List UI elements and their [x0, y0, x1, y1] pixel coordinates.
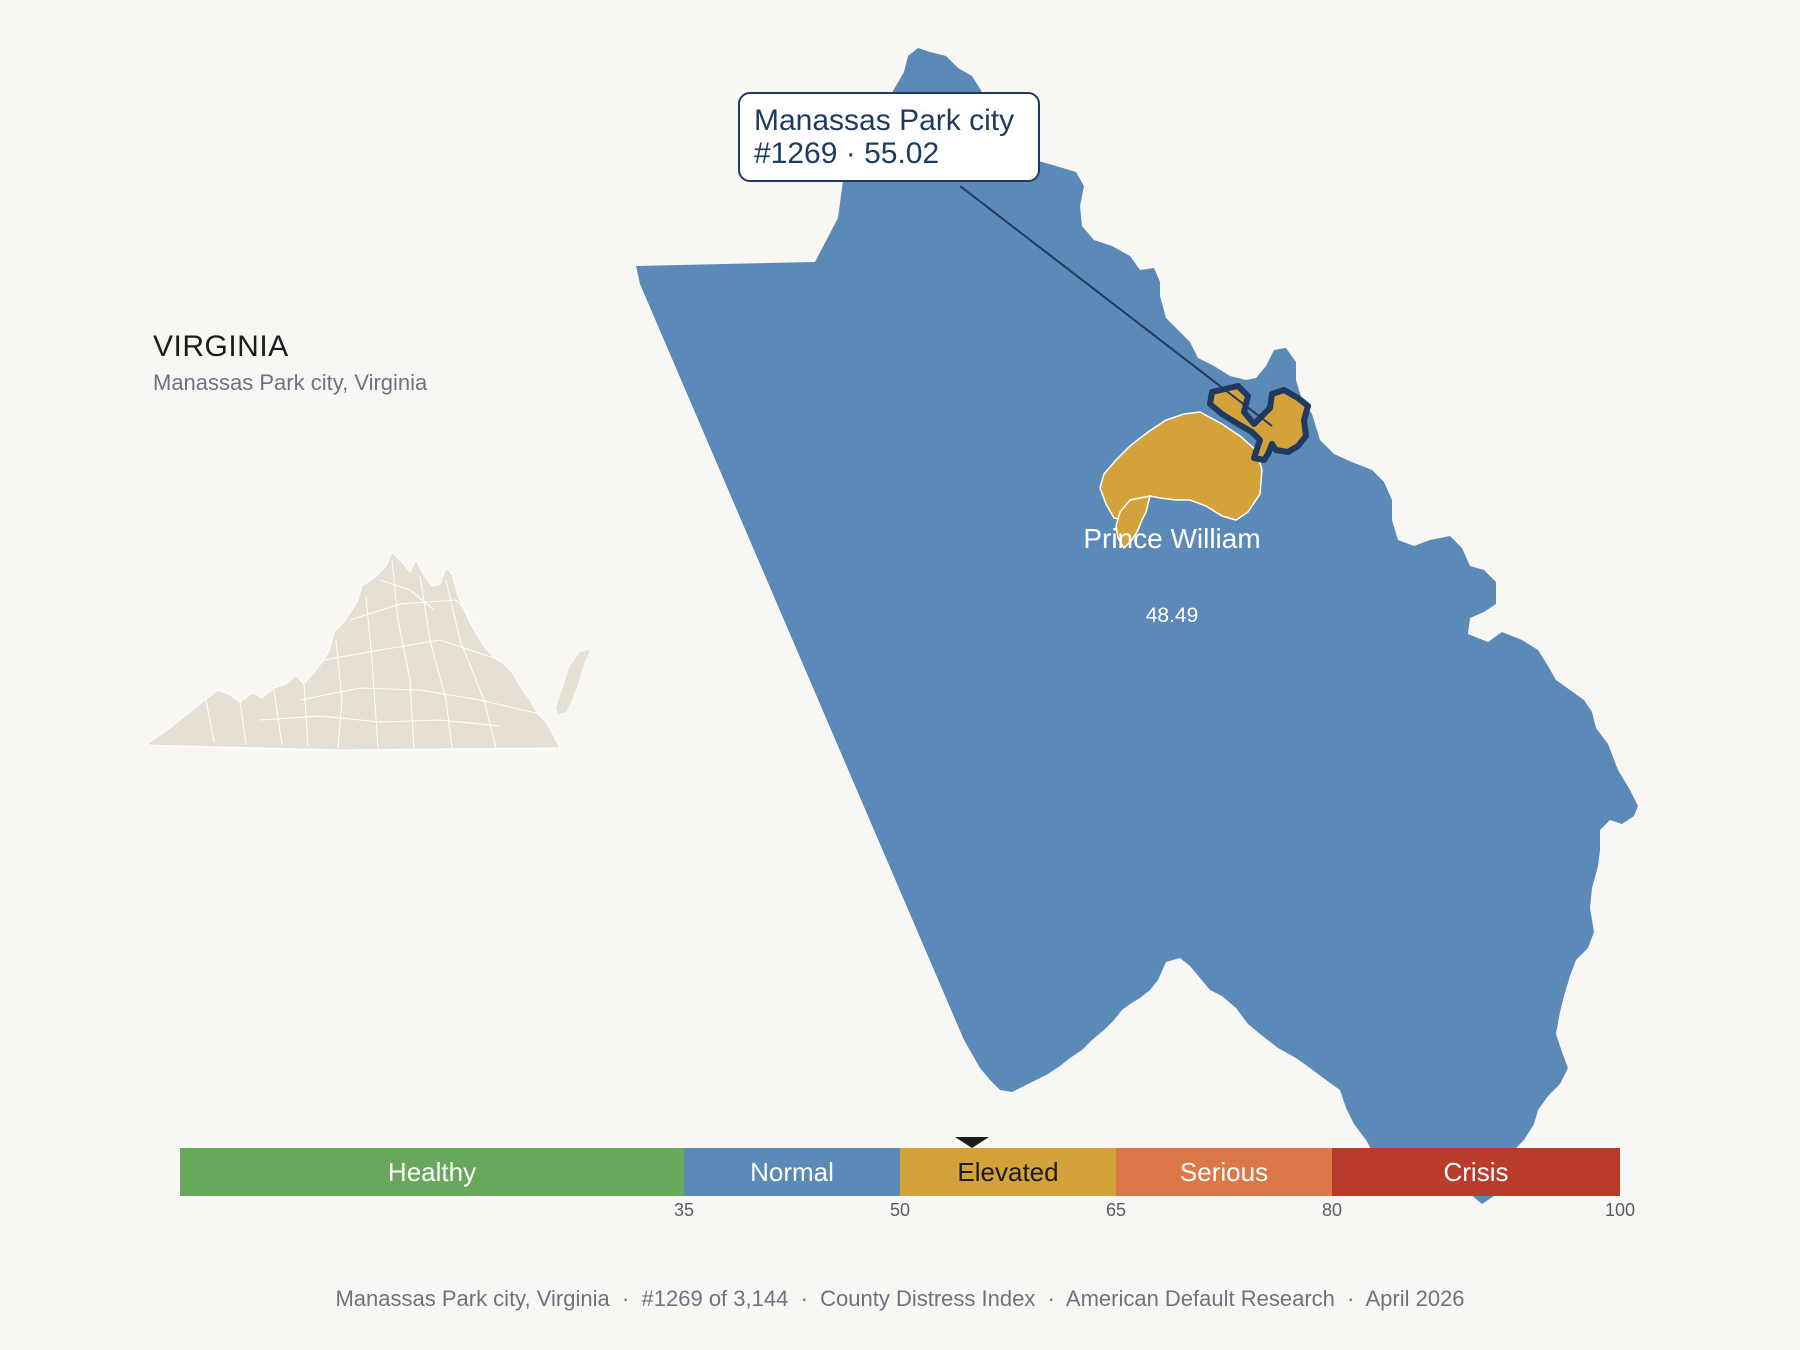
footer-credits: Manassas Park city, Virginia · #1269 of …: [0, 1286, 1800, 1312]
scale-tick-100: 100: [1604, 1200, 1636, 1220]
scale-label-elevated: Elevated: [957, 1156, 1059, 1187]
prince-william-county-body[interactable]: [636, 48, 1638, 1204]
footer-rank: #1269 of 3,144: [641, 1286, 789, 1311]
callout-city-name: Manassas Park city: [754, 104, 1015, 137]
state-subtitle: Manassas Park city, Virginia: [153, 370, 428, 395]
scale-segment-serious: Serious: [1116, 1148, 1332, 1196]
footer-sep-2: ·: [788, 1286, 821, 1311]
manassas-park-city-shape[interactable]: [1207, 383, 1311, 463]
footer-source: American Default Research: [1065, 1286, 1335, 1311]
virginia-state-shape: [144, 551, 561, 751]
virginia-locator-map: [144, 551, 590, 751]
scale-tick-35: 35: [673, 1200, 695, 1220]
callout-leader-line: [959, 185, 1273, 427]
county-name-label: Prince William: [1083, 523, 1260, 554]
scale-segment-healthy: Healthy: [180, 1148, 684, 1196]
distress-scale: Healthy Normal Elevated Serious Crisis: [180, 1148, 1620, 1196]
county-lines: [205, 559, 541, 749]
scale-tick-80: 80: [1321, 1200, 1343, 1220]
delmarva-shape: [556, 650, 590, 714]
scale-segment-elevated: Elevated: [900, 1148, 1116, 1196]
scale-label-healthy: Healthy: [387, 1156, 477, 1187]
scale-label-normal: Normal: [750, 1156, 834, 1187]
footer-sep-3: ·: [1035, 1286, 1066, 1311]
score-marker-icon: [955, 1137, 989, 1148]
city-callout: Manassas Park city #1269 · 55.02: [738, 92, 1040, 182]
callout-rank-score: #1269 · 55.02: [754, 137, 940, 170]
scale-tick-50: 50: [889, 1200, 911, 1220]
footer-sep-1: ·: [609, 1286, 642, 1311]
scale-segment-normal: Normal: [684, 1148, 900, 1196]
county-score-label: 48.49: [1146, 604, 1199, 627]
scale-label-crisis: Crisis: [1443, 1156, 1509, 1187]
footer-place: Manassas Park city, Virginia: [335, 1286, 610, 1311]
manassas-city-tail-shape[interactable]: [1115, 495, 1152, 550]
footer-date: April 2026: [1365, 1286, 1465, 1311]
scale-segment-crisis: Crisis: [1332, 1148, 1620, 1196]
footer-index: County Distress Index: [820, 1286, 1036, 1311]
state-title: VIRGINIA: [153, 330, 289, 363]
scale-tick-65: 65: [1105, 1200, 1127, 1220]
footer-sep-4: ·: [1334, 1286, 1366, 1311]
scale-label-serious: Serious: [1179, 1156, 1269, 1187]
